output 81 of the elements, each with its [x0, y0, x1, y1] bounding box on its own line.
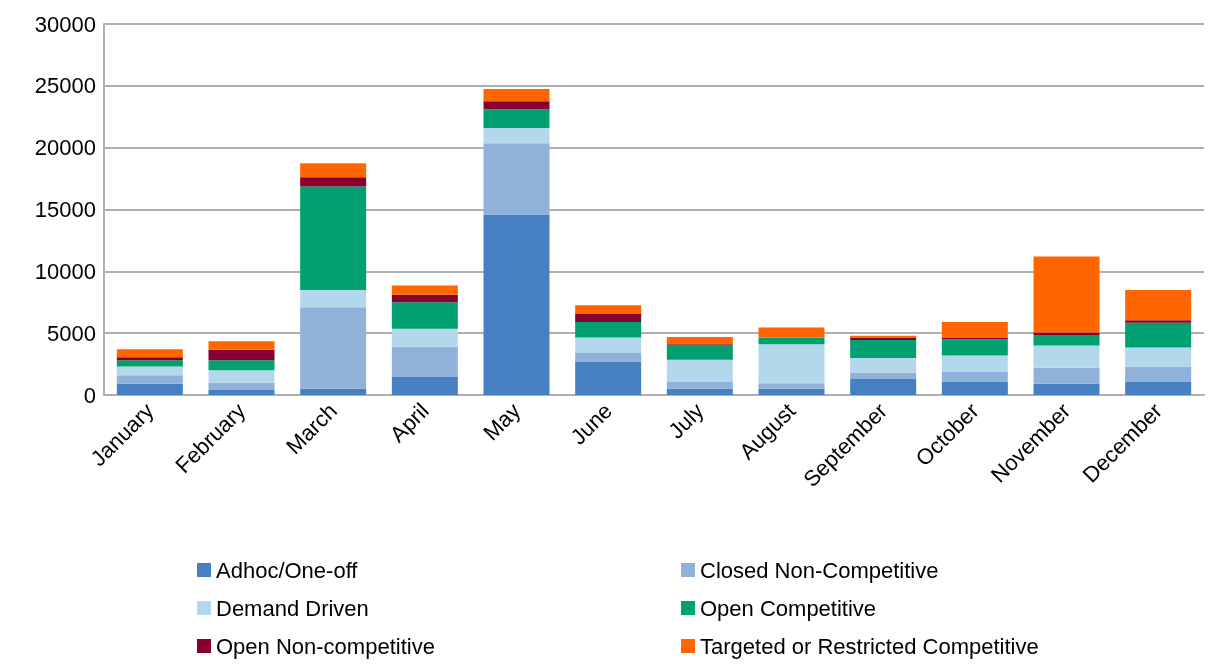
bar: [1033, 367, 1100, 384]
bar: [208, 349, 275, 361]
legend-label: Adhoc/One-off: [216, 557, 359, 583]
bar: [116, 357, 183, 361]
bar: [483, 127, 550, 144]
bar: [300, 289, 367, 308]
y-tick-label: 10000: [34, 258, 96, 284]
bar: [1033, 256, 1100, 333]
bar: [116, 375, 183, 384]
bar: [1125, 320, 1192, 323]
legend-label: Open Competitive: [700, 595, 877, 621]
bar: [300, 186, 367, 290]
bar: [850, 339, 917, 358]
bar: [1033, 345, 1100, 368]
bar: [208, 390, 275, 395]
bar: [941, 372, 1008, 382]
x-tick-label: May: [478, 398, 526, 446]
bar: [483, 214, 550, 395]
y-tick-label: 25000: [34, 73, 96, 99]
bar: [575, 337, 642, 353]
bar: [391, 328, 458, 347]
bar: [850, 357, 917, 373]
bar: [758, 337, 825, 345]
y-tick-label: 30000: [34, 11, 96, 37]
bar: [850, 378, 917, 395]
y-tick-label: 20000: [34, 135, 96, 161]
bar: [116, 360, 183, 367]
bar: [575, 322, 642, 338]
bar: [208, 360, 275, 371]
bar: [116, 349, 183, 358]
bar: [300, 388, 367, 395]
bar: [758, 388, 825, 395]
bar: [300, 163, 367, 178]
bar: [300, 177, 367, 187]
bar: [208, 370, 275, 383]
bar: [758, 344, 825, 384]
bar: [575, 361, 642, 395]
bar: [850, 372, 917, 379]
legend-label: Closed Non-Competitive: [700, 557, 939, 583]
y-tick-label: 0: [83, 382, 96, 408]
bar: [483, 143, 550, 215]
bar: [116, 383, 183, 395]
bar: [575, 305, 642, 314]
bar: [391, 302, 458, 329]
bar: [391, 377, 458, 395]
bar: [116, 366, 183, 376]
bar: [666, 388, 733, 395]
bar: [1125, 289, 1192, 321]
legend-label: Targeted or Restricted Competitive: [700, 633, 1039, 659]
bar: [208, 382, 275, 391]
bar: [666, 336, 733, 345]
bar: [1125, 366, 1192, 382]
bar: [1125, 347, 1192, 367]
bar: [391, 294, 458, 303]
bar: [666, 359, 733, 383]
bar: [758, 327, 825, 338]
bar: [666, 382, 733, 389]
bar: [1033, 335, 1100, 346]
bar: [941, 339, 1008, 356]
bar: [941, 381, 1008, 395]
bar: [575, 314, 642, 323]
bar: [483, 109, 550, 128]
bar: [758, 383, 825, 389]
bar: [1033, 383, 1100, 395]
legend-label: Open Non-competitive: [216, 633, 435, 659]
bar: [208, 341, 275, 350]
bar: [483, 88, 550, 102]
bar: [941, 355, 1008, 373]
bar: [1125, 322, 1192, 348]
bar: [575, 352, 642, 362]
bar: [391, 346, 458, 378]
bar: [666, 345, 733, 360]
y-tick-label: 5000: [47, 320, 96, 346]
y-tick-label: 15000: [34, 197, 96, 222]
bar: [391, 285, 458, 295]
legend-label: Demand Driven: [216, 595, 369, 621]
bar: [483, 101, 550, 110]
bar: [941, 322, 1008, 339]
bar: [1125, 381, 1192, 395]
x-tick-label: July: [663, 398, 709, 444]
bar: [300, 307, 367, 389]
